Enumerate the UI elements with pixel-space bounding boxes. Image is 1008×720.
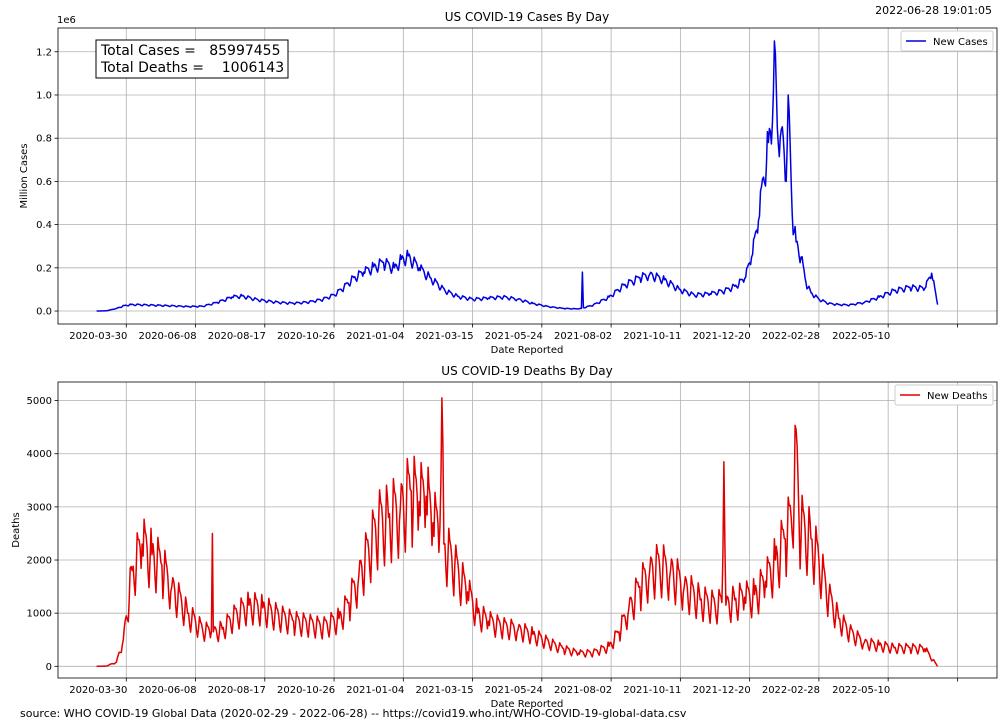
deaths-x-ticks: 2020-03-30 2020-06-08 2020-08-17 2020-10-26…	[69, 678, 958, 696]
deaths-x-tick-label: 2020-10-26	[277, 685, 335, 696]
deaths-x-tick-label: 2022-05-10	[832, 685, 890, 696]
cases-axes-frame	[57, 27, 998, 325]
cases-x-ticks: 2020-03-30 2020-06-08 2020-08-17 2020-10-26…	[69, 324, 958, 342]
cases-x-tick-label: 2022-05-10	[832, 331, 890, 342]
deaths-y-tick-label: 5000	[27, 396, 52, 407]
timestamp: 2022-06-28 19:01:05	[875, 4, 992, 17]
deaths-x-tick-label: 2020-03-30	[69, 685, 127, 696]
total-cases-text: Total Cases = 85997455	[100, 43, 281, 59]
chart-cases: US COVID-19 Cases By Day 0.0 0.2 0.4 0.6 0.8…	[19, 10, 998, 356]
cases-x-tick-label: 2020-08-17	[208, 331, 266, 342]
cases-x-tick-label: 2021-10-11	[623, 331, 681, 342]
deaths-legend: New Deaths	[894, 384, 994, 406]
deaths-chart-title: US COVID-19 Deaths By Day	[441, 364, 612, 378]
totals-box	[95, 39, 289, 79]
source-note: source: WHO COVID-19 Global Data (2020-0…	[20, 707, 687, 720]
deaths-y-axis-label: Deaths	[11, 512, 22, 547]
totals-annotation: Total Cases = 85997455 Total Deaths = 10…	[95, 39, 289, 79]
deaths-x-tick-label: 2021-05-24	[485, 685, 543, 696]
cases-x-tick-label: 2021-12-20	[693, 331, 751, 342]
cases-y-tick-label: 1.0	[36, 90, 52, 101]
cases-y-axis-label: Million Cases	[19, 143, 30, 208]
cases-x-tick-label: 2021-05-24	[485, 331, 543, 342]
cases-legend: New Cases	[900, 30, 994, 52]
cases-x-tick-label: 2020-06-08	[138, 331, 196, 342]
deaths-y-tick-label: 4000	[27, 449, 52, 460]
cases-legend-box	[900, 30, 994, 52]
cases-x-tick-label: 2021-03-15	[416, 331, 474, 342]
deaths-x-tick-label: 2021-01-04	[346, 685, 404, 696]
cases-y-offset-text: 1e6	[57, 15, 76, 26]
deaths-x-tick-label: 2021-10-11	[623, 685, 681, 696]
deaths-y-tick-label: 3000	[27, 502, 52, 513]
cases-y-ticks: 0.0 0.2 0.4 0.6 0.8 1.0 1.2	[36, 47, 58, 318]
deaths-legend-label: New Deaths	[927, 391, 987, 402]
cases-y-tick-label: 0.0	[36, 307, 52, 318]
deaths-y-ticks: 0 1000 2000 3000 4000 5000	[27, 396, 58, 673]
cases-x-axis-label: Date Reported	[491, 345, 564, 356]
cases-y-tick-label: 0.2	[36, 263, 52, 274]
cases-y-tick-label: 0.4	[36, 220, 52, 231]
deaths-y-tick-label: 2000	[27, 556, 52, 567]
total-deaths-text: Total Deaths = 1006143	[100, 60, 284, 76]
cases-y-tick-label: 0.8	[36, 134, 52, 145]
cases-chart-title: US COVID-19 Cases By Day	[445, 10, 610, 24]
deaths-y-tick-label: 1000	[27, 609, 52, 620]
chart-deaths: US COVID-19 Deaths By Day 0 1000 2000 3000 4…	[11, 364, 998, 710]
cases-x-tick-label: 2022-02-28	[762, 331, 820, 342]
cases-series-line	[96, 40, 939, 312]
cases-x-tick-label: 2021-01-04	[346, 331, 404, 342]
deaths-x-tick-label: 2021-08-02	[554, 685, 612, 696]
deaths-legend-box	[894, 384, 994, 406]
deaths-grid	[58, 382, 997, 678]
cases-y-tick-label: 1.2	[36, 47, 52, 58]
cases-x-tick-label: 2020-10-26	[277, 331, 335, 342]
deaths-x-tick-label: 2022-02-28	[762, 685, 820, 696]
deaths-y-tick-label: 0	[46, 662, 52, 673]
deaths-x-tick-label: 2021-12-20	[693, 685, 751, 696]
cases-x-tick-label: 2020-03-30	[69, 331, 127, 342]
deaths-axes-frame	[57, 381, 998, 679]
cases-grid	[58, 28, 997, 324]
deaths-x-tick-label: 2020-06-08	[138, 685, 196, 696]
deaths-x-tick-label: 2020-08-17	[208, 685, 266, 696]
deaths-x-axis-label: Date Reported	[491, 699, 564, 710]
cases-y-tick-label: 0.6	[36, 177, 52, 188]
deaths-series-line	[96, 397, 939, 668]
cases-x-tick-label: 2021-08-02	[554, 331, 612, 342]
deaths-x-tick-label: 2021-03-15	[416, 685, 474, 696]
cases-legend-label: New Cases	[933, 37, 988, 48]
